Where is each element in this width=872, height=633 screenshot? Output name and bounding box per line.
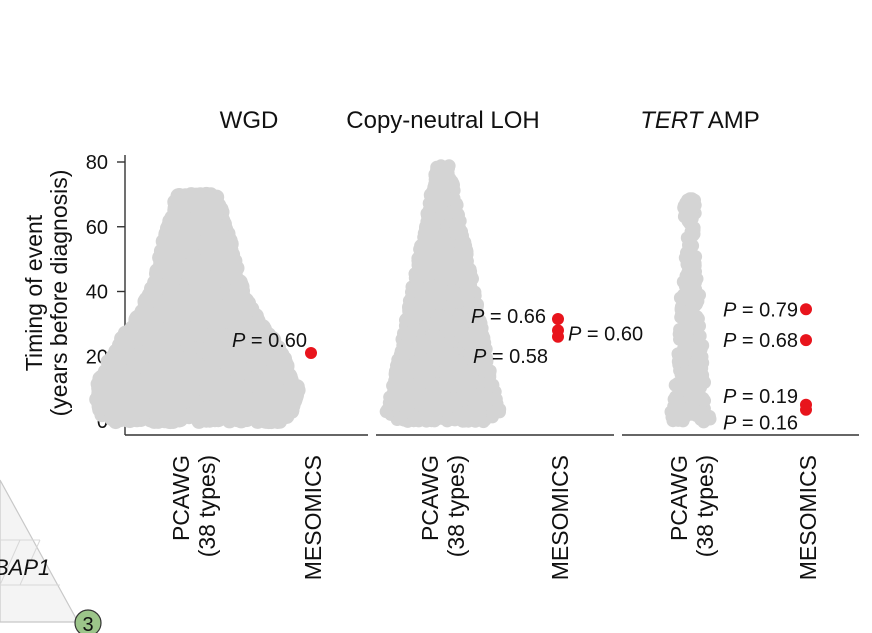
y-tick-label: 40 [86,282,108,304]
p-value-label: P = 0.66 [471,306,546,328]
panel-1: P = 0.66 P = 0.60 P = 0.58 [379,159,643,429]
badge-number: 3 [82,614,93,633]
mesomics-point [552,330,564,343]
mesomics-point [552,313,564,325]
p-value-label: P = 0.60 [232,330,307,352]
gene-fragment-text: BAP1 [0,555,50,580]
category-label-pcawg-types-cnloh: (38 types) [443,455,469,557]
category-label-mesomics-tert: MESOMICS [795,455,821,580]
category-label-pcawg-tert: PCAWG [666,455,692,541]
panel-titles: WGD Copy-neutral LOH TERT AMP [220,107,760,134]
category-label-pcawg-types-tert: (38 types) [692,455,718,557]
y-axis-label: Timing of event (years before diagnosis) [21,170,72,417]
p-value-label: P = 0.60 [568,323,643,345]
plot-layer: P = 0.60 P = 0.66 P = 0.60 P = 0.58 P = 0.79… [89,159,812,435]
category-label-mesomics-wgd: MESOMICS [300,455,326,580]
y-tick-label: 80 [86,152,108,174]
y-tick-label: 60 [86,217,108,239]
pcawg-point [188,187,204,203]
y-axis-label-line2: (years before diagnosis) [46,170,72,417]
category-label-pcawg-cnloh: PCAWG [417,455,443,541]
category-labels: PCAWG (38 types) MESOMICS PCAWG (38 type… [168,455,821,580]
badge-circle [74,609,102,633]
triangle-fragment [0,479,80,623]
category-label-mesomics-cnloh: MESOMICS [547,455,573,580]
pcawg-point [170,188,186,204]
category-label-pcawg-wgd: PCAWG [168,455,194,541]
panel-title-tert: TERT AMP [640,107,760,134]
panel-title-cnloh: Copy-neutral LOH [346,107,539,134]
pcawg-point [434,159,448,173]
corner-fragment: BAP1 3 [0,479,102,633]
panel-0: P = 0.60 [89,186,317,430]
category-label-pcawg-types-wgd: (38 types) [194,455,220,557]
panel-title-wgd: WGD [220,107,279,134]
p-value-label: P = 0.58 [473,346,548,368]
panel-2: P = 0.79P = 0.68P = 0.19P = 0.16 [664,192,812,435]
y-axis-label-line1: Timing of event [21,214,47,371]
